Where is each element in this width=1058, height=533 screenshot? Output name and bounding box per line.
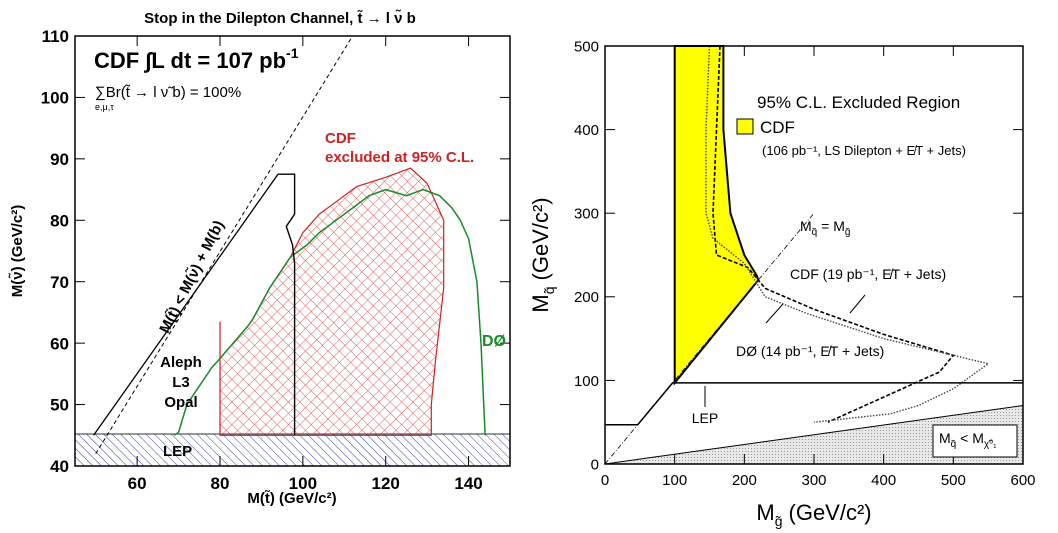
left-x-tick-label: 80 — [211, 474, 230, 493]
right-x-tick-label: 300 — [801, 472, 826, 489]
right-x-tick-label: 500 — [941, 472, 966, 489]
cdf-legend-label: CDF — [760, 118, 795, 137]
eq-label-sub2: g̃ — [845, 227, 851, 238]
equal-mass-line — [604, 212, 815, 465]
left-y-tick-label: 90 — [50, 150, 69, 169]
cdf-excluded-region-yellow — [673, 45, 760, 386]
left-y-tick-label: 70 — [50, 273, 69, 292]
left-y-tick-label: 50 — [50, 396, 69, 415]
l3-label: L3 — [172, 374, 190, 391]
lsp-label-mid: < M — [956, 430, 984, 446]
left-x-ticks: 60 80 100 120 140 — [128, 36, 483, 493]
right-y-label-units: (GeV/c²) — [528, 197, 553, 280]
right-y-tick-label: 100 — [574, 373, 599, 390]
lumi-exponent: -1 — [286, 45, 299, 61]
right-x-tick-label: 200 — [732, 472, 757, 489]
left-x-axis-label: M(t̃) (GeV/c²) — [247, 490, 336, 507]
lsp-label-box — [932, 424, 1018, 458]
left-x-tick-label: 60 — [128, 474, 147, 493]
left-y-ticks: 40 50 60 70 80 90 100 110 — [41, 27, 510, 476]
cdf-label-line2: excluded at 95% C.L. — [325, 149, 474, 166]
left-title: Stop in the Dilepton Channel, t̃ → l ν̃ … — [144, 9, 416, 27]
br-subscript: e,μ,τ — [95, 102, 114, 112]
lsp-label: Mq̃ < Mχ̃⁰₁ — [939, 430, 997, 450]
cdf-label-line1: CDF — [325, 130, 356, 147]
right-x-tick-label: 0 — [601, 472, 609, 489]
right-chart: 0 100 200 300 400 500 600 0 100 200 300 400 500 Mg̃… — [528, 38, 1036, 529]
lep-label-left: LEP — [163, 443, 192, 460]
right-y-axis-label: Mq̃ (GeV/c²) — [528, 197, 557, 312]
left-x-tick-label: 140 — [454, 474, 482, 493]
right-y-label-m: M — [528, 294, 553, 312]
left-plot-frame — [74, 35, 511, 467]
left-x-tick-label: 120 — [372, 474, 400, 493]
eq-label-mid: = M — [817, 218, 845, 234]
right-x-tick-label: 100 — [662, 472, 687, 489]
legend-title: 95% C.L. Excluded Region — [757, 93, 960, 112]
d0-label: DØ — [482, 333, 506, 350]
right-x-tick-label: 400 — [871, 472, 896, 489]
cdf-run1-arrow — [849, 294, 866, 314]
d0-exclusion-curve — [173, 188, 486, 436]
d0-run1-arrow — [765, 303, 784, 324]
right-y-ticks: 0 100 200 300 400 500 — [574, 38, 1023, 473]
eq-label-m1: M — [800, 218, 812, 234]
equal-mass-label: Mq̃ = Mg̃ — [800, 218, 850, 238]
lep-curve — [605, 382, 1023, 426]
right-x-ticks: 0 100 200 300 400 500 600 — [601, 46, 1036, 489]
lep-label-right: LEP — [692, 410, 718, 426]
right-x-label-units: (GeV/c²) — [789, 500, 872, 525]
right-x-axis-label: Mg̃ (GeV/c²) — [756, 500, 871, 529]
kinematic-boundary-line — [93, 173, 279, 436]
right-x-label-m: M — [756, 500, 774, 525]
cdf-legend-detail: (106 pb⁻¹, LS Dilepton + E̸T + Jets) — [762, 143, 966, 158]
left-y-tick-label: 40 — [50, 457, 69, 476]
aleph-l3-opal-curve — [278, 173, 296, 436]
right-x-label-sub: g̃ — [775, 513, 783, 529]
right-y-label-sub: q̃ — [541, 287, 557, 295]
eq-label-sub1: q̃ — [812, 227, 818, 238]
lumi-annotation: CDF ∫L dt = 107 pb-1 — [94, 45, 299, 73]
cdf-run1-curve — [712, 45, 955, 423]
lsp-label-sub2: χ̃⁰₁ — [984, 439, 997, 450]
left-chart: Stop in the Dilepton Channel, t̃ → l ν̃ … — [8, 9, 511, 507]
d0-run1-label: DØ (14 pb⁻¹, E̸T + Jets) — [736, 343, 884, 359]
br-annotation: ∑Br(t̃ → l ν̃ b) = 100% — [95, 84, 241, 101]
kinematic-label: M(t̃) < M(ν̃) + M(b) — [155, 217, 227, 336]
left-y-tick-label: 80 — [50, 211, 69, 230]
right-y-tick-label: 400 — [574, 122, 599, 139]
lumi-text: CDF ∫L dt = 107 pb — [94, 48, 286, 73]
left-y-axis-label: M(ν̃) (GeV/c²) — [8, 205, 26, 298]
left-y-tick-label: 60 — [50, 334, 69, 353]
left-x-tick-label: 100 — [289, 474, 317, 493]
aleph-label: Aleph — [160, 354, 202, 371]
right-y-tick-label: 200 — [574, 289, 599, 306]
opal-label: Opal — [164, 394, 197, 411]
left-lep-region — [74, 433, 511, 467]
left-y-tick-label: 100 — [41, 89, 69, 108]
lsp-label-sub1: q̃ — [951, 439, 957, 450]
cdf-run1-label: CDF (19 pb⁻¹, E̸T + Jets) — [790, 266, 946, 282]
cdf-legend-swatch — [736, 118, 754, 135]
kinematic-limit-dashed-line — [95, 35, 354, 454]
left-y-tick-label: 110 — [42, 27, 69, 46]
lsp-label-m1: M — [939, 430, 951, 446]
right-y-tick-label: 300 — [574, 206, 599, 223]
right-y-tick-label: 0 — [591, 456, 599, 473]
right-y-tick-label: 500 — [574, 38, 599, 55]
right-x-tick-label: 600 — [1010, 472, 1035, 489]
